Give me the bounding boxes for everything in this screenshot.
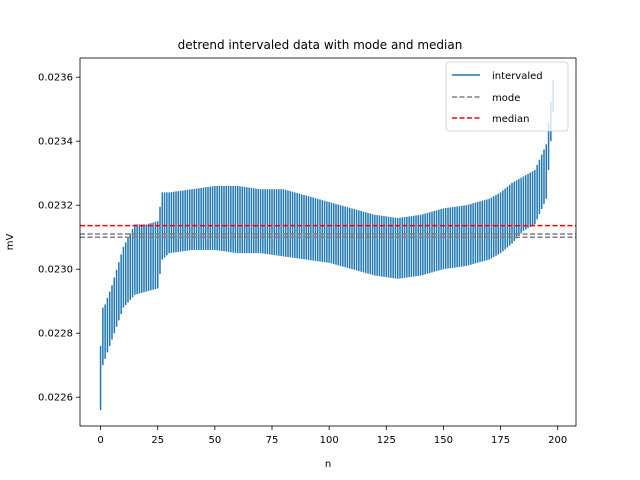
y-tick-label: 0.0226 <box>38 393 73 404</box>
x-tick-label: 0 <box>97 435 103 446</box>
x-tick-label: 50 <box>208 435 221 446</box>
legend-label-intervaled: intervaled <box>492 71 543 82</box>
y-tick-label: 0.0236 <box>38 73 73 84</box>
x-axis-ticks: 0 25 50 75 100 125 150 175 200 <box>97 426 567 446</box>
chart-title: detrend intervaled data with mode and me… <box>178 38 463 52</box>
legend-box <box>445 61 569 132</box>
y-axis-ticks: 0.0226 0.0228 0.0230 0.0232 0.0234 0.0236 <box>38 73 80 404</box>
legend: intervaled mode median <box>445 61 569 132</box>
y-axis-label: mV <box>5 234 16 251</box>
x-tick-label: 200 <box>548 435 567 446</box>
y-tick-label: 0.0228 <box>38 329 73 340</box>
y-tick-label: 0.0232 <box>38 201 73 212</box>
x-tick-label: 75 <box>266 435 279 446</box>
x-tick-label: 150 <box>434 435 453 446</box>
plot-area <box>79 57 577 427</box>
legend-label-mode: mode <box>492 93 520 104</box>
x-tick-label: 125 <box>377 435 396 446</box>
x-tick-label: 25 <box>151 435 164 446</box>
legend-label-median: median <box>492 114 530 125</box>
x-tick-label: 100 <box>320 435 339 446</box>
reference-lines <box>80 224 576 238</box>
x-axis-label: n <box>325 459 331 470</box>
y-tick-label: 0.0230 <box>38 265 73 276</box>
y-tick-label: 0.0234 <box>38 137 73 148</box>
axes-frame <box>79 57 577 427</box>
x-tick-label: 175 <box>491 435 510 446</box>
